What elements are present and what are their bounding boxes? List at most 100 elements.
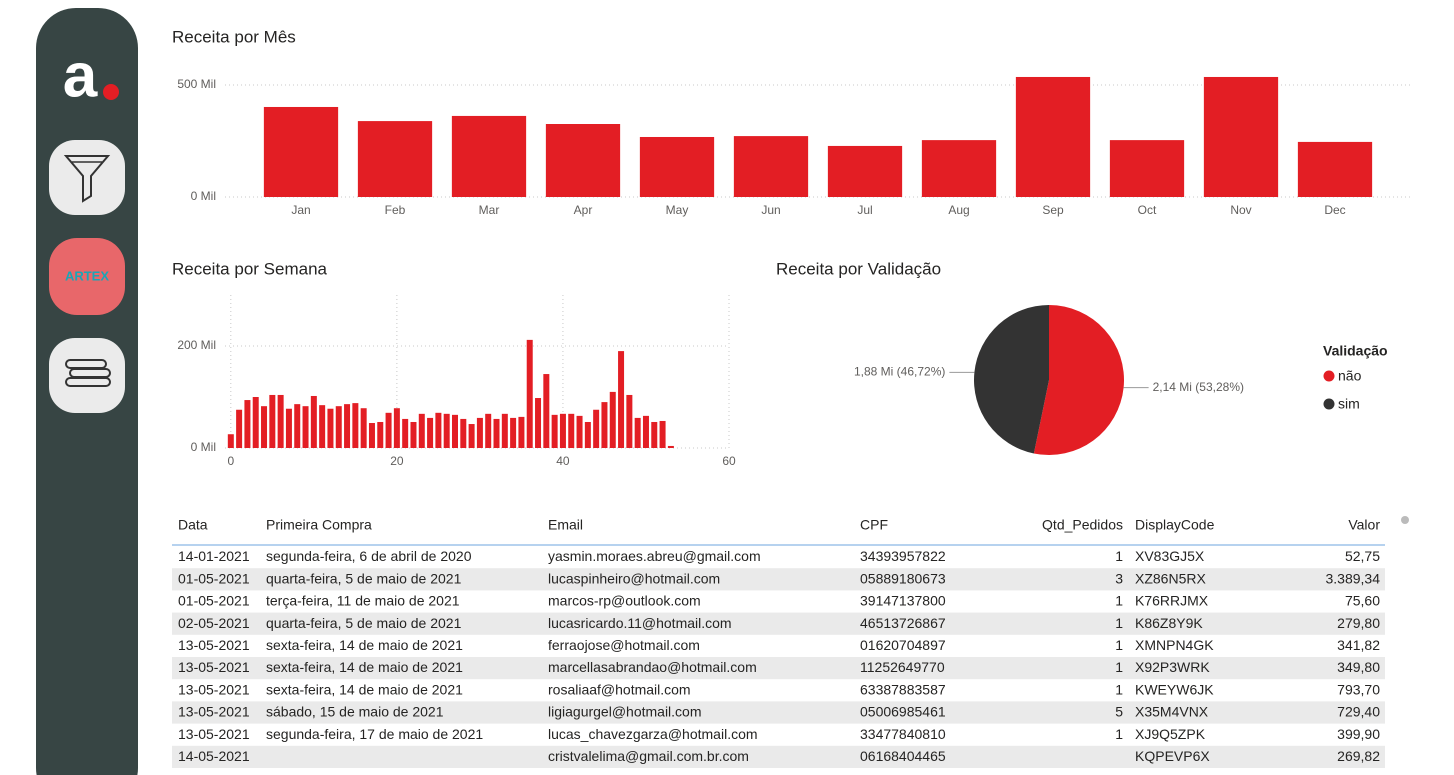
table-cell: 13-05-2021 (178, 726, 250, 742)
table-cell: X35M4VNX (1135, 704, 1209, 720)
bar (335, 406, 342, 448)
bar (609, 391, 616, 448)
table-cell: K86Z8Y9K (1135, 615, 1203, 631)
filter-button[interactable] (49, 140, 125, 215)
table-cell: quarta-feira, 5 de maio de 2021 (266, 615, 462, 631)
bar (468, 424, 475, 448)
bar (535, 398, 542, 448)
x-tick-label: Aug (948, 203, 969, 217)
button-bg (49, 338, 125, 413)
bar (559, 413, 566, 448)
table-cell: sexta-feira, 14 de maio de 2021 (266, 637, 463, 653)
bar (518, 416, 525, 448)
bar (733, 136, 809, 197)
x-tick-label: Jun (761, 203, 780, 217)
x-tick-label: Jan (291, 203, 310, 217)
bar (418, 413, 425, 448)
row-stripe (172, 745, 1385, 768)
table-cell: segunda-feira, 6 de abril de 2020 (266, 548, 472, 564)
table-cell: marcos-rp@outlook.com (548, 593, 701, 609)
table-cell: KWEYW6JK (1135, 681, 1214, 697)
logo: a (63, 41, 98, 110)
column-header: Valor (1348, 517, 1380, 533)
x-tick-label: Nov (1230, 203, 1251, 217)
x-tick-label: Dec (1324, 203, 1345, 217)
table-cell: 01620704897 (860, 637, 946, 653)
bar (310, 395, 317, 448)
bar (410, 421, 417, 448)
bar (368, 423, 375, 448)
chart-title: Receita por Semana (172, 259, 328, 278)
bar (302, 406, 309, 448)
column-header: DisplayCode (1135, 517, 1215, 533)
column-header: CPF (860, 517, 888, 533)
table-cell: sexta-feira, 14 de maio de 2021 (266, 659, 463, 675)
funnel-icon (63, 155, 111, 203)
chart-title: Receita por Mês (172, 27, 296, 46)
table-cell: XZ86N5RX (1135, 570, 1206, 586)
x-tick-label: Oct (1138, 203, 1157, 217)
table-cell: 34393957822 (860, 548, 946, 564)
table-cell: 13-05-2021 (178, 659, 250, 675)
table-cell: 729,40 (1337, 704, 1380, 720)
button-bg (49, 238, 125, 315)
pie-slice (974, 305, 1049, 454)
table-cell: 75,60 (1345, 593, 1380, 609)
x-tick-label: Apr (574, 203, 593, 217)
bar (551, 414, 558, 448)
bar (921, 140, 997, 197)
bar (393, 408, 400, 448)
bar (510, 417, 517, 448)
column-header: Data (178, 517, 208, 533)
bar (601, 402, 608, 448)
x-tick-label: Jul (857, 203, 872, 217)
logo-dot (103, 84, 119, 100)
bar (634, 417, 641, 448)
artex-button[interactable]: ARTEX (49, 238, 125, 315)
x-tick-label: May (666, 203, 689, 217)
table-cell: 269,82 (1337, 748, 1380, 764)
bar (451, 414, 458, 448)
table-cell: 05006985461 (860, 704, 946, 720)
table-cell: 01-05-2021 (178, 570, 250, 586)
x-tick-label: 40 (556, 454, 570, 468)
bar (543, 374, 550, 448)
bar (827, 145, 903, 197)
x-tick-label: 20 (390, 454, 404, 468)
table-cell: sexta-feira, 14 de maio de 2021 (266, 681, 463, 697)
bar (263, 106, 339, 197)
table-cell: sábado, 15 de maio de 2021 (266, 704, 444, 720)
bar (1109, 140, 1185, 197)
row-stripe (172, 657, 1385, 680)
stack-button[interactable] (49, 338, 125, 413)
table-cell: 5 (1115, 704, 1123, 720)
table-cell: rosaliaaf@hotmail.com (548, 681, 691, 697)
x-tick-label: 0 (227, 454, 234, 468)
table-cell: marcellasabrandao@hotmail.com (548, 659, 757, 675)
bar (435, 412, 442, 448)
table-cell: 3 (1115, 570, 1123, 586)
table-cell: 1 (1115, 681, 1123, 697)
table-cell: XV83GJ5X (1135, 548, 1205, 564)
bar (576, 415, 583, 448)
bar (327, 408, 334, 448)
table-cell: X92P3WRK (1135, 659, 1210, 675)
table-cell: 1 (1115, 548, 1123, 564)
bar (277, 394, 284, 448)
bar (360, 408, 367, 448)
bar (285, 408, 292, 448)
bar (493, 418, 500, 448)
bar (244, 400, 251, 448)
table-cell: 39147137800 (860, 593, 946, 609)
scrollbar-thumb[interactable] (1401, 516, 1409, 524)
pie-slice (1033, 305, 1124, 455)
table-cell: 05889180673 (860, 570, 946, 586)
bar (639, 136, 715, 197)
bar (357, 121, 433, 197)
bar (227, 434, 234, 448)
table-cell: 1 (1115, 615, 1123, 631)
column-header: Qtd_Pedidos (1042, 517, 1123, 533)
bar (294, 404, 301, 448)
table-cell: cristvalelima@gmail.com.br.com (548, 748, 749, 764)
